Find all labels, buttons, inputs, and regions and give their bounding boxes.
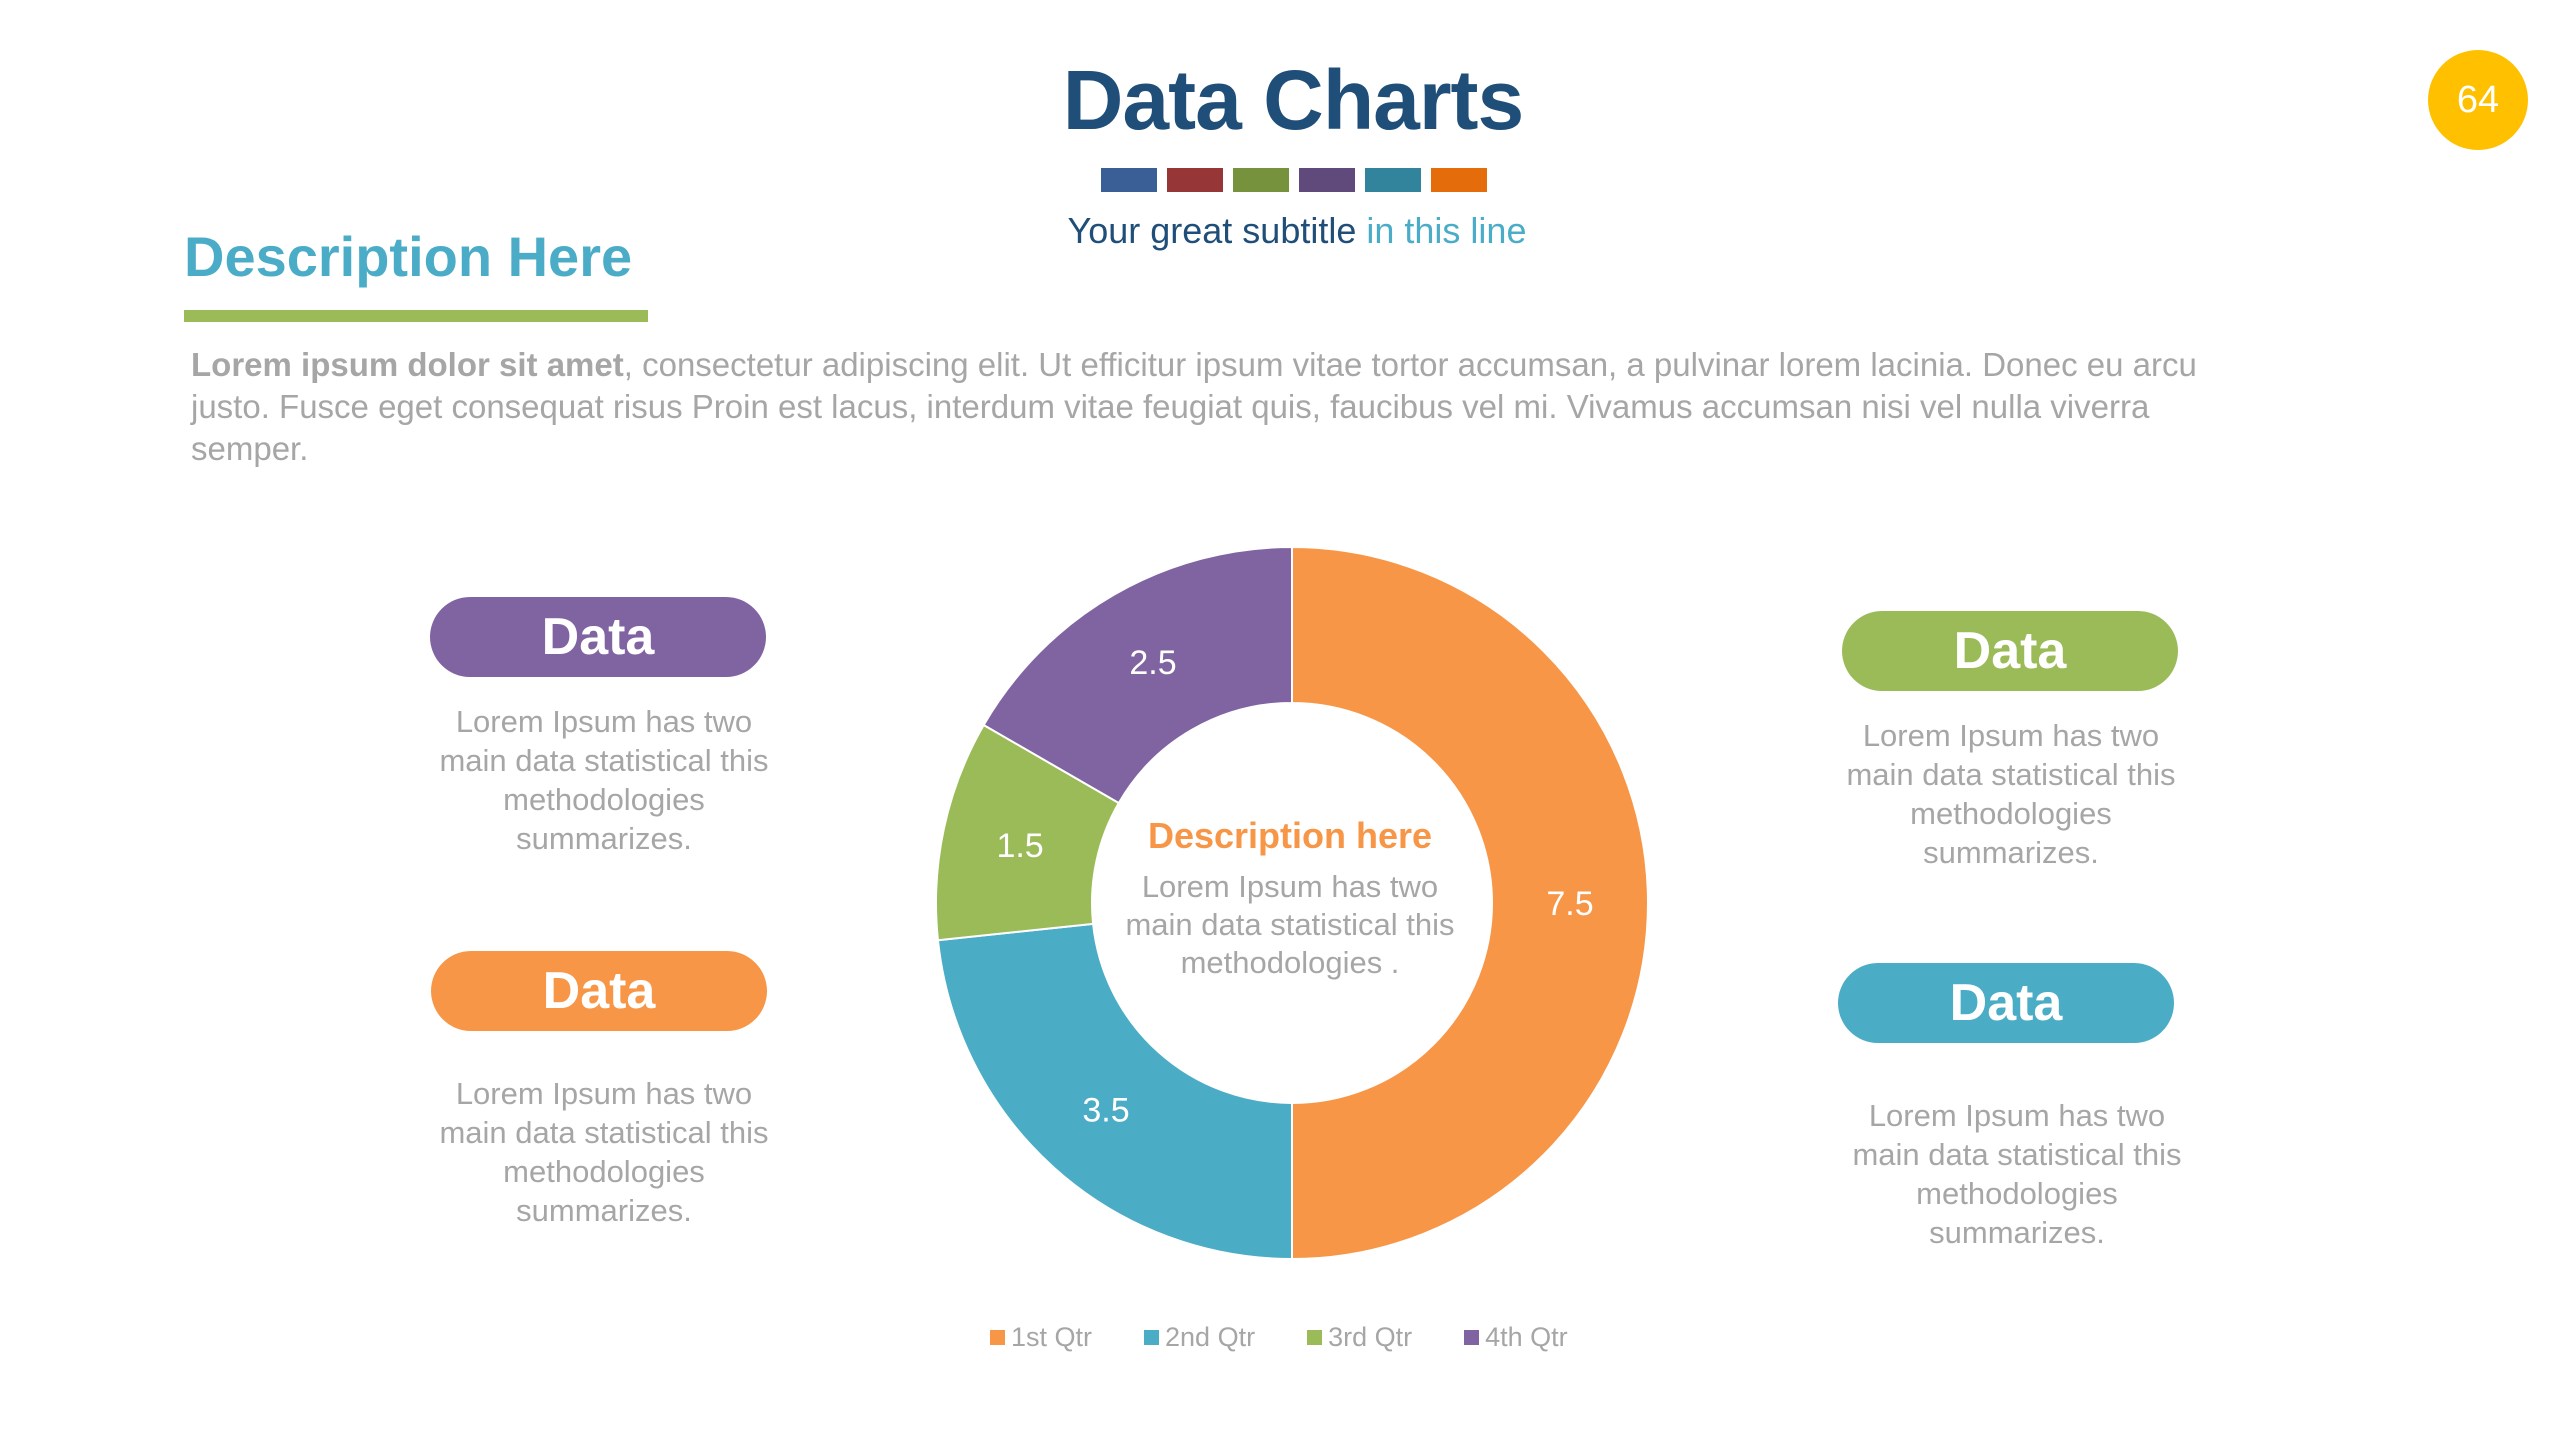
data-card-text: Lorem Ipsum has two main data statistica… <box>439 704 769 856</box>
legend-swatch <box>990 1330 1005 1345</box>
donut-slice-1 <box>1291 545 1649 1261</box>
description-lead: Lorem ipsum dolor sit amet <box>191 346 624 383</box>
donut-center-text: Lorem Ipsum has two main data statistica… <box>1125 869 1455 980</box>
page-title: Data Charts <box>1062 53 1524 147</box>
data-card-text: Lorem Ipsum has two main data statistica… <box>1852 1098 2182 1250</box>
donut-data-label: 1.5 <box>996 827 1043 865</box>
subtitle-accent: in this line <box>1366 210 1527 251</box>
color-strip-block <box>1299 168 1355 192</box>
chart-legend: 1st Qtr 2nd Qtr 3rd Qtr 4th Qtr <box>990 1322 1568 1353</box>
legend-label: 4th Qtr <box>1485 1322 1568 1352</box>
description-body: , consectetur adipiscing elit. Ut effici… <box>191 346 2197 467</box>
legend-swatch <box>1307 1330 1323 1345</box>
page-number-badge: 64 <box>2428 50 2528 150</box>
legend-swatch <box>1464 1330 1480 1345</box>
section-heading: Description Here <box>184 225 633 288</box>
legend-label: 2nd Qtr <box>1165 1322 1256 1352</box>
color-strip-block <box>1167 168 1223 192</box>
legend-swatch <box>1144 1330 1160 1345</box>
subtitle-main: Your great subtitle <box>1067 210 1357 251</box>
legend-label: 1st Qtr <box>1011 1322 1093 1352</box>
legend-item: 4th Qtr <box>1464 1322 1568 1353</box>
color-strip-block <box>1431 168 1487 192</box>
legend-item: 1st Qtr <box>990 1322 1092 1353</box>
donut-slice-2 <box>936 922 1293 1261</box>
donut-data-label: 2.5 <box>1129 644 1176 682</box>
data-pill-purple: Data <box>430 597 766 677</box>
color-strip <box>1101 168 1487 194</box>
color-strip-block <box>1365 168 1421 192</box>
donut-data-label: 7.5 <box>1546 885 1593 923</box>
data-card-text: Lorem Ipsum has two main data statistica… <box>439 1076 769 1228</box>
donut-slice-4 <box>982 545 1293 805</box>
section-underline <box>184 310 648 322</box>
legend-label: 3rd Qtr <box>1328 1322 1413 1352</box>
donut-center-title: Description here <box>1147 815 1433 856</box>
legend-item: 2nd Qtr <box>1144 1322 1255 1353</box>
description-paragraph: Lorem ipsum dolor sit amet, consectetur … <box>191 344 2231 470</box>
page-subtitle: Your great subtitle in this line <box>0 210 2553 252</box>
color-strip-block <box>1101 168 1157 192</box>
data-card-text: Lorem Ipsum has two main data statistica… <box>1846 718 2176 870</box>
legend-item: 3rd Qtr <box>1307 1322 1412 1353</box>
data-pill-green: Data <box>1842 611 2178 691</box>
donut-data-label: 3.5 <box>1082 1092 1129 1130</box>
color-strip-block <box>1233 168 1289 192</box>
data-pill-orange: Data <box>431 951 767 1031</box>
data-pill-blue: Data <box>1838 963 2174 1043</box>
